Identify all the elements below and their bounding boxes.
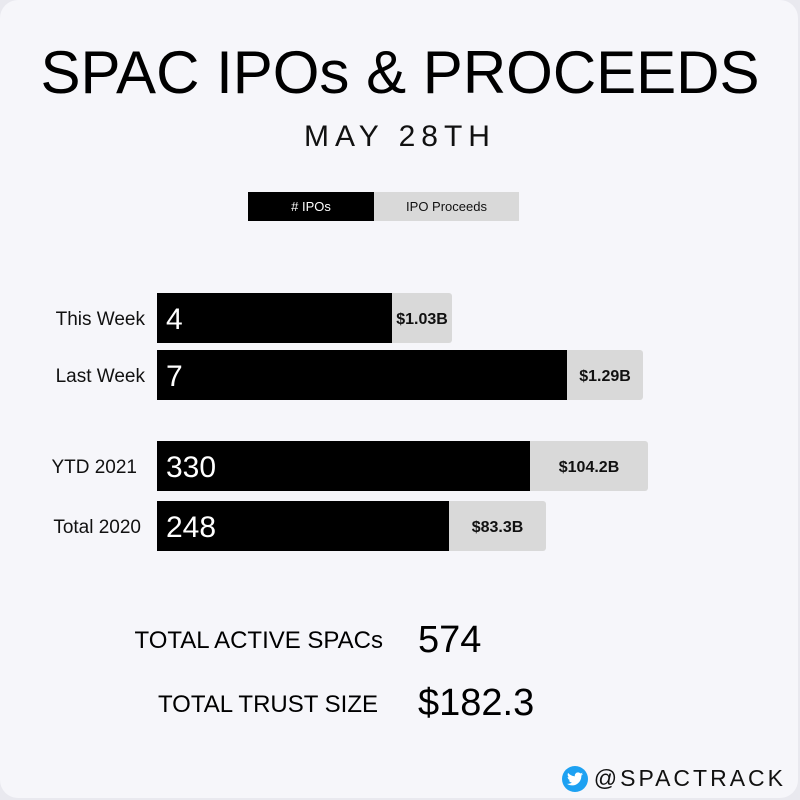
handle-text: @SPACTRACK — [593, 765, 786, 791]
bar-ipos-ytd-2021 — [157, 441, 530, 491]
total-trust-size-label: TOTAL TRUST SIZE — [157, 691, 378, 718]
page-subtitle: MAY 28TH — [304, 120, 496, 153]
bar-ipos-this-week — [157, 293, 392, 343]
total-active-spacs-label: TOTAL ACTIVE SPACs — [134, 627, 383, 654]
legend-ipos: # IPOs — [248, 192, 374, 221]
proceeds-label-total-2020: $83.3B — [472, 519, 524, 536]
category-label-total-2020: Total 2020 — [53, 517, 141, 538]
legend: # IPOs IPO Proceeds — [248, 192, 519, 221]
bar-ipos-last-week — [157, 350, 567, 400]
ipo-count-label-total-2020: 248 — [166, 511, 216, 544]
ipo-count-label-ytd-2021: 330 — [166, 451, 216, 484]
category-label-last-week: Last Week — [56, 366, 146, 387]
proceeds-label-this-week: $1.03B — [396, 311, 448, 328]
twitter-handle[interactable]: @SPACTRACK — [561, 765, 786, 792]
total-trust-size-value: $182.3 — [418, 682, 535, 724]
ipo-count-label-this-week: 4 — [166, 303, 183, 336]
proceeds-label-ytd-2021: $104.2B — [559, 459, 620, 476]
total-active-spacs-value: 574 — [418, 619, 482, 661]
twitter-icon — [561, 765, 588, 792]
legend-proceeds: IPO Proceeds — [374, 192, 519, 221]
ipo-count-label-last-week: 7 — [166, 360, 183, 393]
category-label-this-week: This Week — [56, 309, 146, 330]
page-title: SPAC IPOs & PROCEEDS — [40, 39, 760, 106]
bar-ipos-total-2020 — [157, 501, 449, 551]
proceeds-label-last-week: $1.29B — [579, 368, 631, 385]
category-label-ytd-2021: YTD 2021 — [51, 457, 137, 478]
